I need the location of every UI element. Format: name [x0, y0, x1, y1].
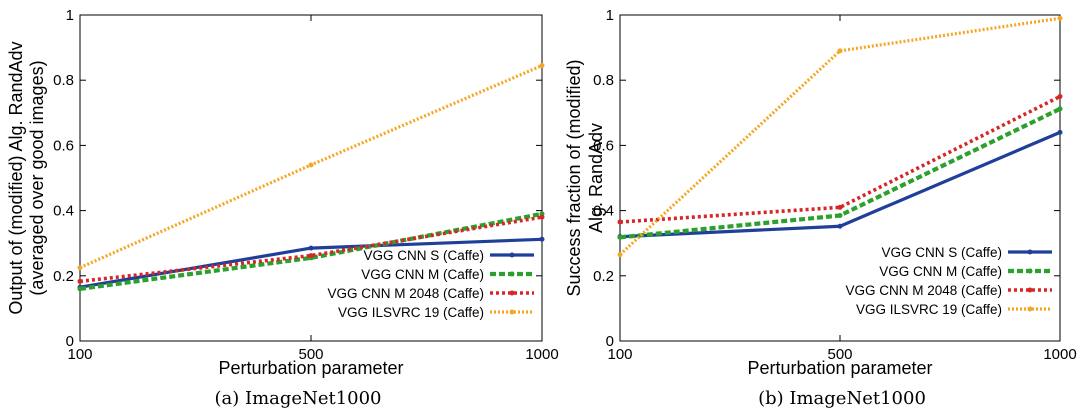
legend-label: VGG CNN S (Caffe)	[363, 248, 484, 263]
data-point	[539, 63, 545, 69]
data-point	[539, 214, 545, 220]
series-line	[619, 130, 1061, 239]
y-tick-label: 0.4	[53, 203, 74, 220]
y-tick-label: 0.8	[53, 72, 74, 89]
x-axis-label: Perturbation parameter	[747, 358, 932, 378]
y-tick-label: 0	[66, 333, 74, 350]
x-axis-label: Perturbation parameter	[218, 358, 403, 378]
data-point	[617, 252, 623, 258]
y-axis-label: Success fraction of (modified)	[564, 59, 584, 296]
y-tick-label: 0.2	[53, 268, 74, 285]
data-point	[1057, 15, 1063, 21]
series-line	[619, 94, 1061, 224]
legend-label: VGG ILSVRC 19 (Caffe)	[856, 302, 1002, 317]
data-point	[617, 234, 623, 240]
x-tick-label: 1000	[1043, 346, 1076, 363]
data-point	[308, 253, 314, 259]
data-point	[77, 278, 83, 284]
y-tick-label: 0.8	[593, 72, 614, 89]
x-tick-label: 500	[827, 346, 852, 363]
legend-marker	[509, 271, 515, 277]
data-point	[539, 236, 545, 242]
legend-marker	[509, 290, 515, 296]
y-tick-label: 0.2	[593, 268, 614, 285]
y-tick-label: 0.4	[593, 203, 614, 220]
y-tick-label: 1	[66, 7, 74, 24]
y-axis-label: Alg. RandAdv	[586, 123, 606, 233]
data-point	[1057, 94, 1063, 99]
y-tick-label: 0	[606, 333, 614, 350]
series-line	[79, 211, 543, 291]
legend-marker	[1027, 306, 1033, 312]
legend-label: VGG CNN M 2048 (Caffe)	[845, 283, 1002, 298]
caption: (a) ImageNet1000	[214, 388, 381, 409]
y-tick-label: 0.6	[53, 137, 74, 154]
legend-marker	[509, 309, 515, 315]
data-point	[77, 265, 83, 271]
x-tick-label: 100	[607, 346, 632, 363]
legend-marker	[509, 252, 515, 258]
data-point	[308, 245, 314, 251]
x-tick-label: 500	[298, 346, 323, 363]
data-point	[837, 204, 843, 210]
y-tick-label: 0.6	[593, 137, 614, 154]
x-tick-label: 100	[67, 346, 92, 363]
legend-marker	[1027, 287, 1033, 293]
data-point	[837, 48, 843, 54]
legend-label: VGG ILSVRC 19 (Caffe)	[338, 305, 484, 320]
caption: (b) ImageNet1000	[758, 388, 926, 409]
data-point	[1057, 129, 1063, 135]
legend-label: VGG CNN M (Caffe)	[879, 264, 1002, 279]
chart-a: 0 0.2 0.4 0.6 0.8 1 100 500 1000 Perturbation par…	[6, 7, 559, 409]
legend-marker	[1027, 249, 1033, 255]
data-point	[77, 286, 83, 292]
data-point	[308, 162, 314, 168]
y-axis-label: Output of (modified) Alg. RandAdv	[6, 41, 26, 314]
legend-label: VGG CNN M 2048 (Caffe)	[327, 286, 484, 301]
data-point	[617, 219, 623, 225]
series-line	[618, 16, 1061, 256]
y-tick-label: 1	[606, 7, 614, 24]
data-point	[1057, 106, 1063, 112]
chart-b: 0 0.2 0.4 0.6 0.8 1 100 500 1000 Perturbation par…	[564, 7, 1077, 409]
x-tick-label: 1000	[525, 346, 558, 363]
legend-label: VGG CNN M (Caffe)	[361, 267, 484, 282]
data-point	[837, 212, 843, 218]
y-axis-label: (averaged over good images)	[27, 60, 47, 295]
legend-marker	[1027, 268, 1033, 274]
data-point	[837, 223, 843, 229]
legend-label: VGG CNN S (Caffe)	[881, 245, 1002, 260]
